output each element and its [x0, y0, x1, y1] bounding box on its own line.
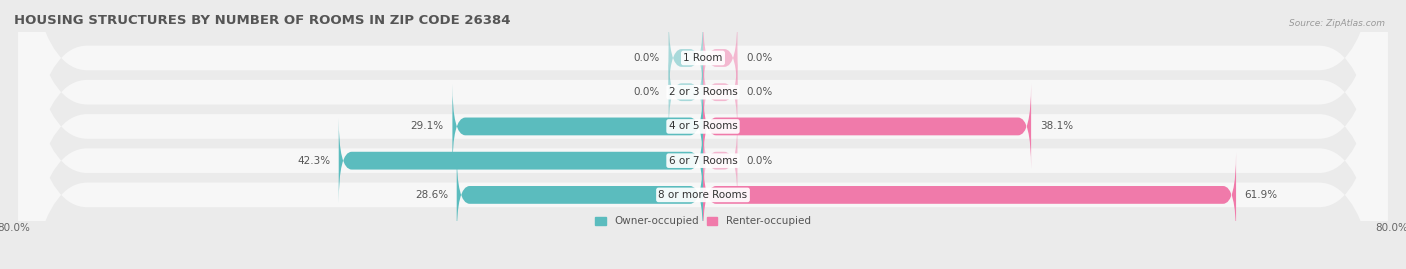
FancyBboxPatch shape: [703, 16, 738, 100]
Text: 29.1%: 29.1%: [411, 121, 444, 132]
FancyBboxPatch shape: [453, 84, 703, 169]
Text: 61.9%: 61.9%: [1244, 190, 1278, 200]
Text: 0.0%: 0.0%: [747, 53, 772, 63]
FancyBboxPatch shape: [18, 0, 1388, 269]
Legend: Owner-occupied, Renter-occupied: Owner-occupied, Renter-occupied: [591, 212, 815, 231]
FancyBboxPatch shape: [18, 0, 1388, 269]
Text: 4 or 5 Rooms: 4 or 5 Rooms: [669, 121, 737, 132]
Text: 0.0%: 0.0%: [747, 87, 772, 97]
FancyBboxPatch shape: [703, 84, 1031, 169]
Text: 1 Room: 1 Room: [683, 53, 723, 63]
FancyBboxPatch shape: [669, 16, 703, 100]
Text: 0.0%: 0.0%: [634, 87, 659, 97]
FancyBboxPatch shape: [703, 118, 738, 203]
Text: 28.6%: 28.6%: [415, 190, 449, 200]
FancyBboxPatch shape: [18, 0, 1388, 269]
FancyBboxPatch shape: [339, 118, 703, 203]
FancyBboxPatch shape: [669, 50, 703, 135]
Text: 38.1%: 38.1%: [1039, 121, 1073, 132]
FancyBboxPatch shape: [457, 153, 703, 237]
Text: HOUSING STRUCTURES BY NUMBER OF ROOMS IN ZIP CODE 26384: HOUSING STRUCTURES BY NUMBER OF ROOMS IN…: [14, 14, 510, 27]
Text: 0.0%: 0.0%: [634, 53, 659, 63]
Text: 2 or 3 Rooms: 2 or 3 Rooms: [669, 87, 737, 97]
Text: 8 or more Rooms: 8 or more Rooms: [658, 190, 748, 200]
Text: Source: ZipAtlas.com: Source: ZipAtlas.com: [1289, 19, 1385, 28]
FancyBboxPatch shape: [703, 153, 1236, 237]
Text: 42.3%: 42.3%: [297, 156, 330, 166]
FancyBboxPatch shape: [703, 50, 738, 135]
FancyBboxPatch shape: [18, 0, 1388, 269]
Text: 6 or 7 Rooms: 6 or 7 Rooms: [669, 156, 737, 166]
Text: 0.0%: 0.0%: [747, 156, 772, 166]
FancyBboxPatch shape: [18, 0, 1388, 269]
